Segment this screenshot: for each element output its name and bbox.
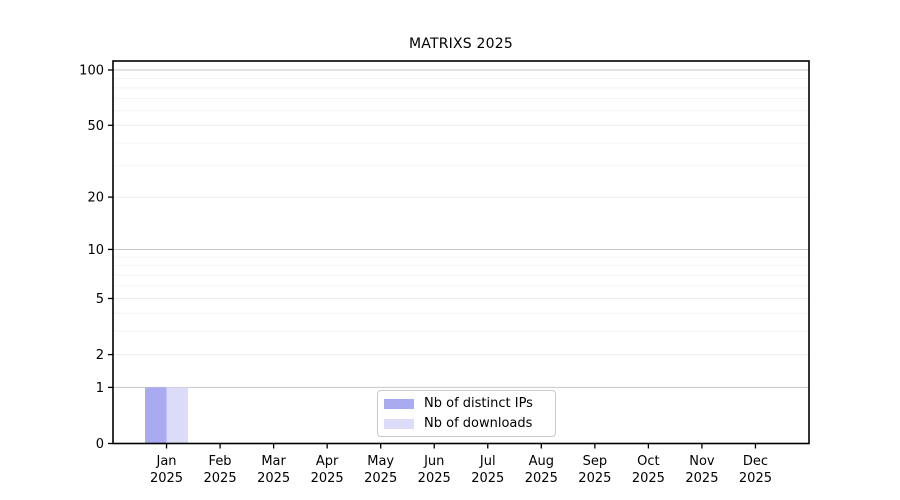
x-tick-label-year: 2025 [364, 471, 397, 486]
x-tick-label-month: Nov [689, 454, 715, 469]
legend-item-distinct-ips: Nb of distinct IPs [384, 396, 555, 412]
x-tick-label-year: 2025 [204, 471, 237, 486]
x-tick-label-year: 2025 [739, 471, 772, 486]
legend-item-downloads: Nb of downloads [384, 416, 555, 432]
x-tick-label-month: Feb [209, 454, 232, 469]
y-tick-label: 20 [87, 191, 104, 206]
x-tick-label-month: Oct [637, 454, 659, 469]
y-tick-label: 0 [96, 437, 104, 452]
x-tick-label-month: Dec [743, 454, 768, 469]
legend-swatch-downloads [384, 418, 414, 429]
x-tick-label-year: 2025 [632, 471, 665, 486]
bar-distinct-ips [145, 387, 167, 444]
x-tick-label-month: Mar [261, 454, 286, 469]
x-tick-label-year: 2025 [471, 471, 504, 486]
axis-frame [112, 60, 810, 445]
x-tick-label-year: 2025 [311, 471, 344, 486]
bar-downloads [166, 387, 189, 444]
legend-swatch-distinct-ips [384, 398, 414, 409]
legend-label-distinct-ips: Nb of distinct IPs [424, 396, 533, 411]
y-tick-label: 2 [96, 348, 104, 363]
x-tick-label-month: Aug [529, 454, 554, 469]
x-tick-label-month: Jul [479, 454, 496, 469]
y-tick-label: 1 [96, 381, 104, 396]
legend-label-downloads: Nb of downloads [424, 416, 533, 431]
x-tick-label-month: Jun [423, 454, 444, 469]
y-tick-label: 100 [79, 64, 104, 79]
x-tick-label-year: 2025 [418, 471, 451, 486]
legend: Nb of distinct IPs Nb of downloads [377, 390, 556, 437]
x-tick-label-year: 2025 [578, 471, 611, 486]
x-tick-label-month: May [367, 454, 394, 469]
y-tick-label: 5 [96, 292, 104, 307]
x-tick-label-year: 2025 [685, 471, 718, 486]
y-tick-label: 10 [87, 243, 104, 258]
y-tick-label: 50 [87, 119, 104, 134]
x-tick-label-month: Sep [583, 454, 608, 469]
x-tick-label-month: Jan [156, 454, 177, 469]
chart-title: MATRIXS 2025 [409, 36, 513, 52]
x-tick-label-year: 2025 [257, 471, 290, 486]
x-tick-label-month: Apr [316, 454, 339, 469]
x-tick-label-year: 2025 [525, 471, 558, 486]
x-tick-label-year: 2025 [150, 471, 183, 486]
